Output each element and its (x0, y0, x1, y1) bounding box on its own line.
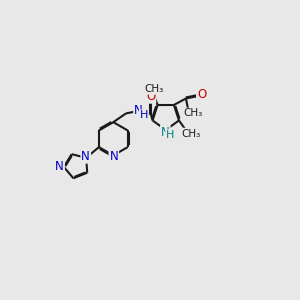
Text: H: H (140, 110, 148, 120)
Text: N: N (161, 126, 170, 139)
Text: CH₃: CH₃ (181, 129, 201, 139)
Text: CH₃: CH₃ (145, 84, 164, 94)
Text: O: O (197, 88, 206, 101)
Text: N: N (134, 104, 143, 117)
Text: CH₃: CH₃ (183, 109, 202, 118)
Text: N: N (81, 150, 90, 163)
Text: O: O (146, 90, 155, 103)
Text: N: N (55, 160, 64, 173)
Text: N: N (110, 150, 118, 163)
Text: H: H (166, 130, 175, 140)
